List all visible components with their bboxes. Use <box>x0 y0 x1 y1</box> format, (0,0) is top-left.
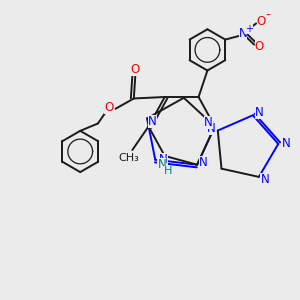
Text: -: - <box>266 8 270 22</box>
Text: N: N <box>255 106 264 119</box>
Text: N: N <box>158 158 166 171</box>
Text: N: N <box>148 116 157 128</box>
Text: +: + <box>245 24 253 34</box>
Text: N: N <box>204 116 213 129</box>
Text: O: O <box>255 40 264 52</box>
Text: O: O <box>131 63 140 76</box>
Text: N: N <box>199 156 208 169</box>
Text: N: N <box>260 173 269 186</box>
Text: N: N <box>238 27 247 40</box>
Text: N: N <box>282 137 291 150</box>
Text: N: N <box>159 153 168 166</box>
Text: O: O <box>257 15 266 28</box>
Text: O: O <box>104 101 114 114</box>
Text: CH₃: CH₃ <box>118 153 139 163</box>
Text: N: N <box>207 122 216 135</box>
Text: H: H <box>164 166 172 176</box>
